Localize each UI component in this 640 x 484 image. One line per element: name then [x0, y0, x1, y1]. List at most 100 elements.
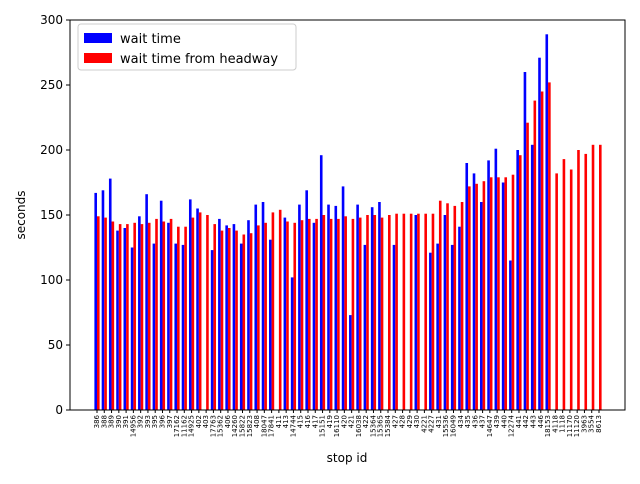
bar [555, 173, 558, 410]
bar [206, 215, 209, 410]
bar [247, 220, 250, 410]
bar [104, 217, 107, 410]
bar [548, 82, 551, 411]
x-tick-label: 15365 [377, 415, 385, 437]
y-tick-label: 50 [48, 338, 63, 352]
bar [108, 178, 112, 410]
bar [526, 122, 529, 410]
bar [523, 72, 527, 410]
y-tick-label: 0 [55, 403, 63, 417]
bar [269, 239, 272, 410]
x-tick-label: 446 [537, 414, 545, 428]
x-tick-label: 420 [340, 415, 348, 428]
x-tick-label: 16110 [333, 415, 341, 437]
bar [181, 244, 185, 410]
bar [278, 209, 282, 410]
bar [349, 315, 352, 410]
x-tick-label: 14925 [188, 415, 196, 437]
bar [227, 228, 231, 410]
x-tick-label: 395 [151, 415, 159, 428]
bar [133, 222, 136, 410]
bar [450, 244, 454, 410]
bar [453, 205, 457, 410]
bar [283, 217, 287, 410]
bar [130, 247, 134, 410]
bar [429, 252, 432, 410]
bar [380, 217, 384, 410]
bar [395, 213, 398, 410]
x-tick-label: 1118 [559, 415, 567, 433]
bar [402, 213, 406, 410]
bar [337, 218, 340, 410]
x-tick-label: 411 [275, 415, 283, 428]
x-tick-label: 434 [457, 414, 465, 428]
bar [363, 244, 367, 410]
bar [123, 228, 127, 410]
bar [329, 218, 333, 410]
x-tick-label: 427 [391, 415, 399, 428]
x-tick-label: 8613 [595, 415, 603, 433]
bar [446, 203, 449, 410]
bar [145, 194, 148, 410]
bar [116, 230, 119, 410]
bar [487, 160, 490, 410]
bar [327, 204, 330, 410]
legend-swatch [84, 53, 112, 63]
x-tick-label: 415 [297, 415, 305, 428]
x-tick-label: 436 [471, 414, 479, 428]
x-tick-label: 15362 [217, 415, 225, 437]
x-tick-label: 397 [166, 415, 174, 428]
bar [307, 218, 311, 410]
bar [162, 221, 166, 410]
x-tick-label: 417 [311, 415, 319, 428]
x-tick-label: 402 [195, 415, 203, 428]
bar [465, 163, 469, 410]
bar [242, 234, 246, 410]
bar [370, 207, 374, 410]
x-tick-label: 16038 [355, 415, 363, 437]
x-tick-label: 16049 [449, 415, 457, 437]
bar [460, 202, 464, 410]
x-axis-label: stop id [327, 451, 368, 465]
x-tick-label: 15364 [369, 414, 377, 437]
x-tick-label: 406 [224, 414, 232, 428]
x-tick-label: 17763 [209, 415, 217, 437]
bar [497, 177, 500, 410]
x-tick-label: 3554 [588, 414, 596, 432]
y-tick-label: 150 [40, 208, 63, 222]
bar [431, 213, 435, 410]
bar [257, 225, 260, 410]
bar [373, 215, 377, 410]
bar [305, 190, 308, 410]
bar [538, 57, 541, 410]
bar [220, 230, 224, 410]
bar [213, 224, 217, 410]
bar [140, 224, 144, 410]
x-tick-label: 437 [479, 415, 487, 428]
bar [358, 217, 362, 410]
bar [458, 226, 461, 410]
bar [388, 215, 391, 410]
bar [147, 222, 151, 410]
bar [366, 215, 369, 410]
bar [569, 169, 573, 410]
bar [516, 150, 519, 410]
bar [482, 181, 486, 410]
x-tick-label: 430 [413, 415, 421, 428]
bar [261, 202, 265, 410]
bar [94, 192, 97, 410]
bar [312, 222, 316, 410]
bar [159, 200, 163, 410]
bar [155, 218, 158, 410]
bar [319, 155, 323, 410]
bar [494, 148, 498, 410]
bar [417, 213, 420, 410]
x-tick-label: 419 [326, 415, 334, 428]
bar [315, 218, 318, 410]
x-tick-label: 413 [282, 415, 290, 428]
bar [239, 243, 243, 410]
x-tick-label: 3963 [580, 415, 588, 433]
x-tick-label: 15536 [442, 414, 450, 437]
bar [254, 204, 258, 410]
plot-frame [69, 19, 626, 411]
